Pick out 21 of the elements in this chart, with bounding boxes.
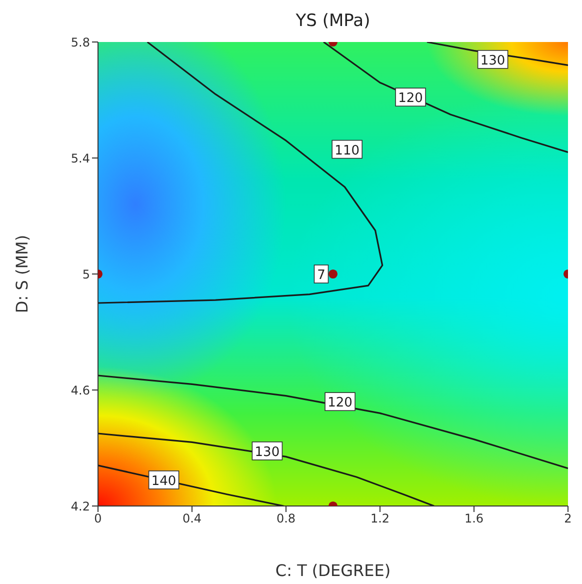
annotation: 130 bbox=[254, 444, 280, 460]
x-tick-label: 2 bbox=[564, 512, 572, 526]
x-tick-label: 0 bbox=[94, 512, 102, 526]
x-tick-label: 0.8 bbox=[276, 512, 296, 526]
y-tick-label: 4.6 bbox=[70, 383, 90, 398]
annotation: 130 bbox=[480, 53, 506, 68]
x-axis-title: C: T (DEGREE) bbox=[275, 561, 391, 580]
y-tick-label: 4.2 bbox=[70, 499, 90, 514]
annotation: 140 bbox=[151, 474, 176, 489]
y-axis-title: D: S (MM) bbox=[12, 234, 32, 314]
chart-title: YS (MPa) bbox=[294, 11, 370, 31]
annotation: 7 bbox=[317, 268, 326, 283]
annotation: 110 bbox=[334, 143, 360, 158]
annotation: 120 bbox=[398, 91, 423, 106]
x-tick-label: 0.4 bbox=[182, 512, 202, 526]
annotation: 120 bbox=[328, 396, 352, 411]
y-tick-label: 5.4 bbox=[70, 151, 90, 166]
y-tick-label: 5.8 bbox=[70, 35, 90, 50]
y-tick-label: 5 bbox=[82, 267, 90, 282]
x-tick-label: 1.6 bbox=[464, 512, 484, 526]
x-tick-label: 1.2 bbox=[370, 512, 390, 526]
